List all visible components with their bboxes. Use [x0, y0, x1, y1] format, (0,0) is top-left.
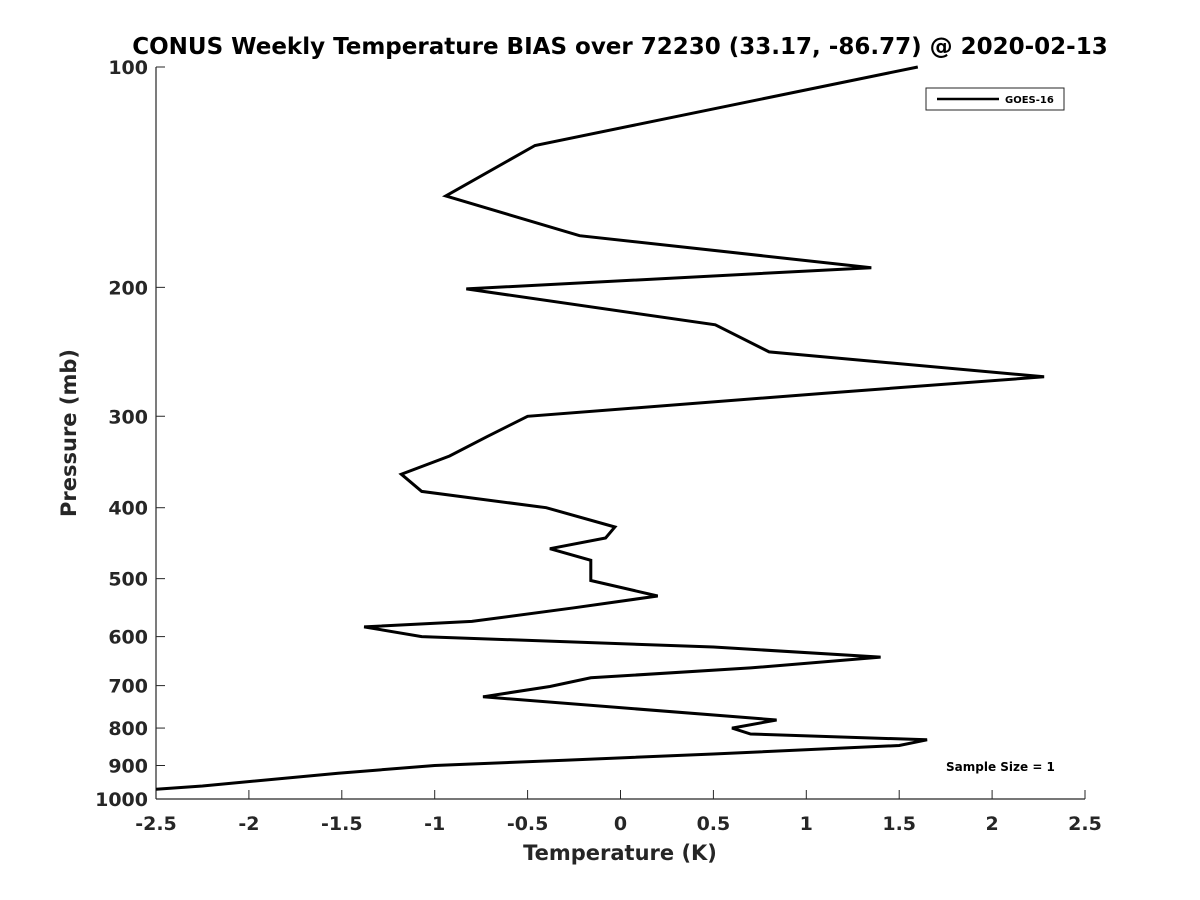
x-tick-label: -2.5: [135, 813, 177, 835]
y-tick-label: 500: [108, 569, 148, 591]
series-line-goes-16: [155, 65, 1045, 791]
y-tick-label: 400: [108, 498, 148, 520]
x-tick-label: 1.5: [882, 813, 916, 835]
legend-entry-goes-16: GOES-16: [1005, 95, 1054, 106]
x-tick-label: -2: [238, 813, 259, 835]
y-tick-label: 200: [108, 277, 148, 299]
x-tick-label: -1: [424, 813, 445, 835]
x-tick-label: 0: [614, 813, 627, 835]
x-tick-label: -1.5: [321, 813, 363, 835]
chart-title: CONUS Weekly Temperature BIAS over 72230…: [132, 34, 1107, 60]
y-tick-label: 600: [108, 627, 148, 649]
series-lines: [155, 65, 1045, 791]
x-tick-label: 0.5: [697, 813, 731, 835]
x-axis-label: Temperature (K): [523, 841, 717, 865]
x-axis-ticks: -2.5 -2 -1.5 -1 -0.5 0 0.5 1 1.5 2 2.5: [135, 790, 1102, 835]
y-tick-label: 900: [108, 756, 148, 778]
y-tick-label: 700: [108, 676, 148, 698]
y-tick-label: 300: [108, 406, 148, 428]
x-tick-label: 2.5: [1068, 813, 1102, 835]
x-tick-label: 1: [800, 813, 813, 835]
x-tick-label: -0.5: [507, 813, 549, 835]
y-tick-label: 800: [108, 718, 148, 740]
sample-size-annotation: Sample Size = 1: [946, 760, 1055, 774]
legend: GOES-16: [925, 87, 1065, 111]
y-tick-label: 100: [108, 57, 148, 79]
y-axis-label: Pressure (mb): [57, 349, 81, 517]
y-axis-ticks: 100 200 300 400 500 600 700 800 900 1000: [95, 57, 165, 811]
y-tick-label: 1000: [95, 789, 148, 811]
x-tick-label: 2: [985, 813, 998, 835]
